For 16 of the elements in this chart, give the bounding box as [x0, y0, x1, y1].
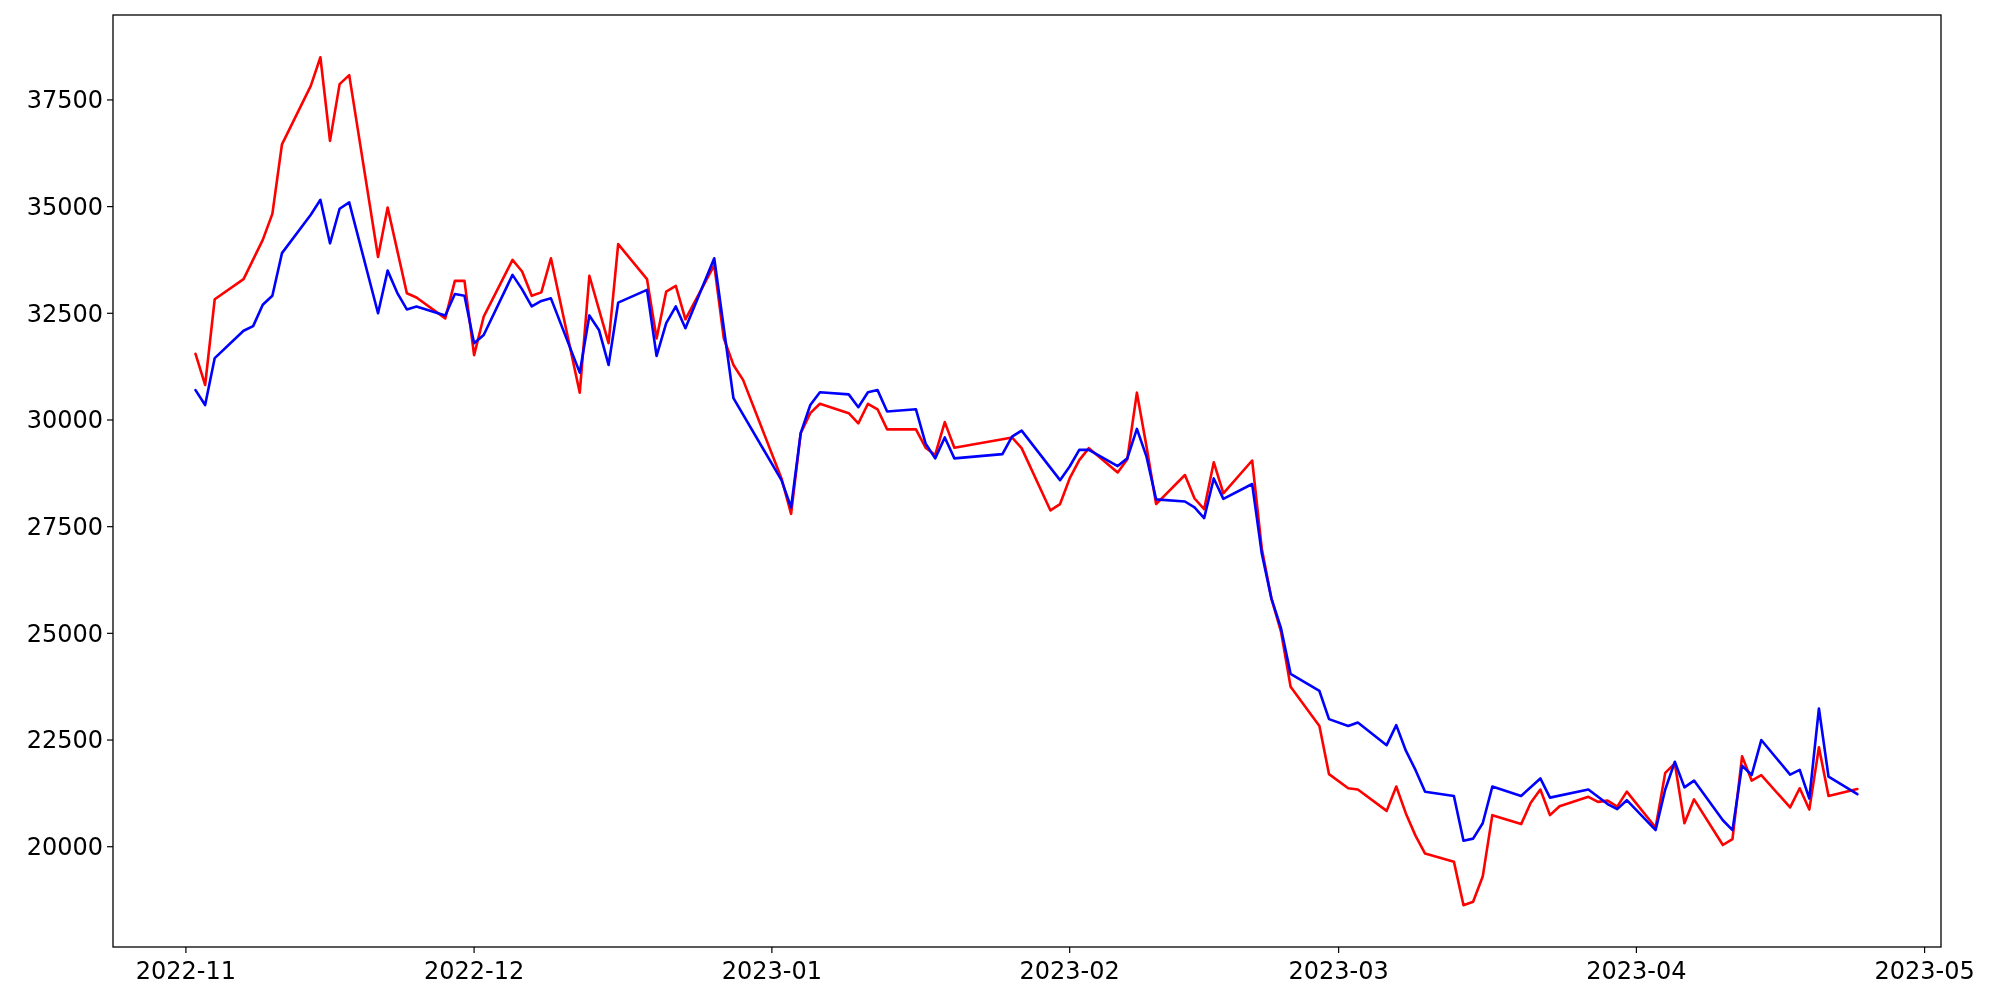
y-tick-label: 32500 — [26, 299, 103, 328]
x-tick-label: 2023-01 — [721, 957, 823, 985]
y-tick-label: 37500 — [26, 86, 103, 115]
x-tick-label: 2023-02 — [1019, 957, 1120, 985]
y-tick-label: 35000 — [26, 193, 103, 222]
x-tick-label: 2023-04 — [1586, 957, 1687, 985]
x-tick-label: 2022-12 — [423, 957, 525, 985]
x-tick-label: 2023-03 — [1288, 957, 1389, 985]
y-tick-label: 27500 — [26, 513, 103, 542]
x-tick-label: 2022-11 — [135, 957, 237, 985]
y-tick-label: 22500 — [26, 726, 103, 755]
line-series — [194, 198, 1859, 843]
x-tick-label: 2023-05 — [1874, 957, 1975, 985]
y-tick-label: 25000 — [26, 619, 103, 648]
y-tick-label: 30000 — [26, 406, 103, 435]
y-tick-label: 20000 — [26, 833, 103, 862]
